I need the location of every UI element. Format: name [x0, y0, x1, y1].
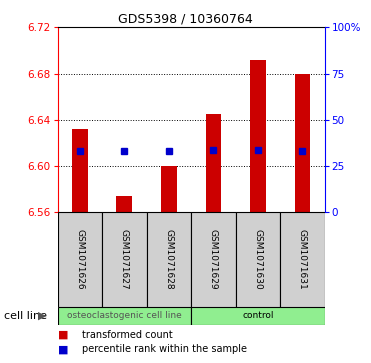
Bar: [236, 212, 280, 307]
Text: GDS5398 / 10360764: GDS5398 / 10360764: [118, 13, 253, 26]
Bar: [147, 212, 191, 307]
Bar: [102, 212, 147, 307]
Bar: [116, 196, 132, 212]
Text: cell line: cell line: [4, 311, 47, 321]
Text: GSM1071626: GSM1071626: [75, 229, 84, 290]
Bar: [58, 307, 191, 325]
Text: osteoclastogenic cell line: osteoclastogenic cell line: [67, 311, 182, 320]
Bar: [280, 212, 325, 307]
Bar: [191, 212, 236, 307]
Text: control: control: [242, 311, 273, 320]
Text: ■: ■: [58, 330, 68, 340]
Bar: [72, 129, 88, 212]
Text: ▶: ▶: [39, 311, 47, 321]
Text: GSM1071627: GSM1071627: [120, 229, 129, 290]
Text: GSM1071628: GSM1071628: [164, 229, 173, 290]
Text: GSM1071630: GSM1071630: [253, 229, 262, 290]
Text: transformed count: transformed count: [82, 330, 173, 340]
Bar: [191, 307, 325, 325]
Bar: [250, 60, 266, 212]
Bar: [161, 166, 177, 212]
Text: ■: ■: [58, 344, 68, 354]
Bar: [58, 212, 102, 307]
Bar: [206, 114, 221, 212]
Bar: [295, 74, 310, 212]
Text: GSM1071631: GSM1071631: [298, 229, 307, 290]
Text: percentile rank within the sample: percentile rank within the sample: [82, 344, 247, 354]
Text: GSM1071629: GSM1071629: [209, 229, 218, 290]
